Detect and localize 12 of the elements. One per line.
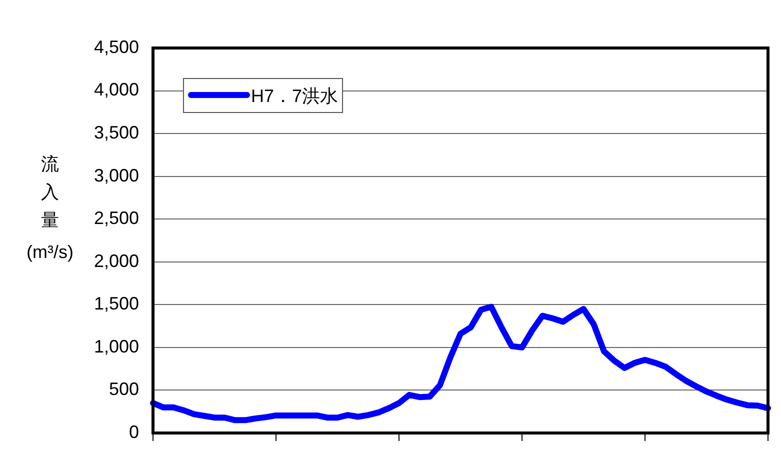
y-axis-title: 流入量(m³/s) bbox=[26, 153, 74, 263]
y-tick-label: 1,000 bbox=[94, 336, 139, 356]
y-tick-label: 2,000 bbox=[94, 250, 139, 271]
legend-label: H7．7洪水 bbox=[251, 86, 338, 106]
y-tick-label: 2,500 bbox=[94, 208, 139, 228]
y-tick-label: 4,500 bbox=[94, 36, 139, 57]
y-tick-label: 3,000 bbox=[94, 165, 139, 186]
y-tick-label: 1,500 bbox=[94, 294, 139, 314]
y-tick-label: 4,000 bbox=[94, 80, 139, 100]
y-tick-label: 0 bbox=[128, 422, 139, 442]
y-tick-label: 3,500 bbox=[94, 122, 139, 143]
y-tick-label: 500 bbox=[108, 379, 139, 400]
